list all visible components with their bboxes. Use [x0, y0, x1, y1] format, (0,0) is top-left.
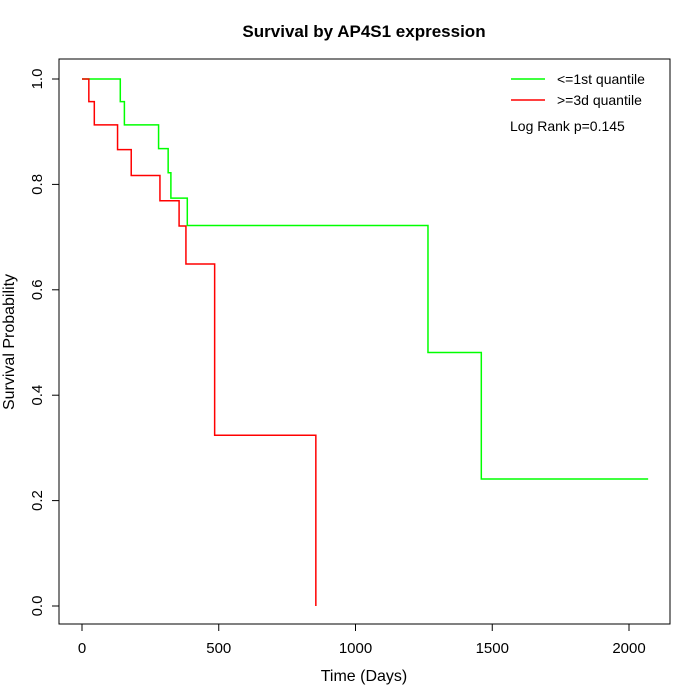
- y-tick-label: 0.8: [29, 174, 46, 195]
- x-tick-label: 0: [78, 640, 86, 657]
- plot-frame: [58, 58, 671, 625]
- legend-label: <=1st quantile: [557, 71, 645, 87]
- x-tick-label: 500: [206, 640, 231, 657]
- x-tick-label: 2000: [612, 640, 645, 657]
- x-tick-label: 1500: [476, 640, 509, 657]
- log-rank-annotation: Log Rank p=0.145: [510, 118, 625, 134]
- x-tick-label: 1000: [339, 640, 372, 657]
- chart-title: Survival by AP4S1 expression: [242, 22, 485, 41]
- y-axis: 0.0 0.2 0.4 0.6 0.8 1.0: [29, 69, 60, 617]
- y-tick-label: 0.4: [29, 385, 46, 406]
- y-tick-label: 0.0: [29, 596, 46, 617]
- series-low-expression-curve: [82, 78, 649, 480]
- y-axis-label: Survival Probability: [1, 274, 18, 410]
- y-tick-label: 1.0: [29, 69, 46, 90]
- legend: <=1st quantile >=3d quantile: [511, 71, 645, 108]
- y-tick-label: 0.2: [29, 490, 46, 511]
- x-axis-label: Time (Days): [321, 668, 408, 685]
- series-layer: [82, 78, 649, 606]
- y-tick-label: 0.6: [29, 279, 46, 300]
- legend-label: >=3d quantile: [557, 92, 642, 108]
- x-axis: 0 500 1000 1500 2000: [78, 623, 646, 657]
- series-high-expression-curve: [82, 78, 317, 606]
